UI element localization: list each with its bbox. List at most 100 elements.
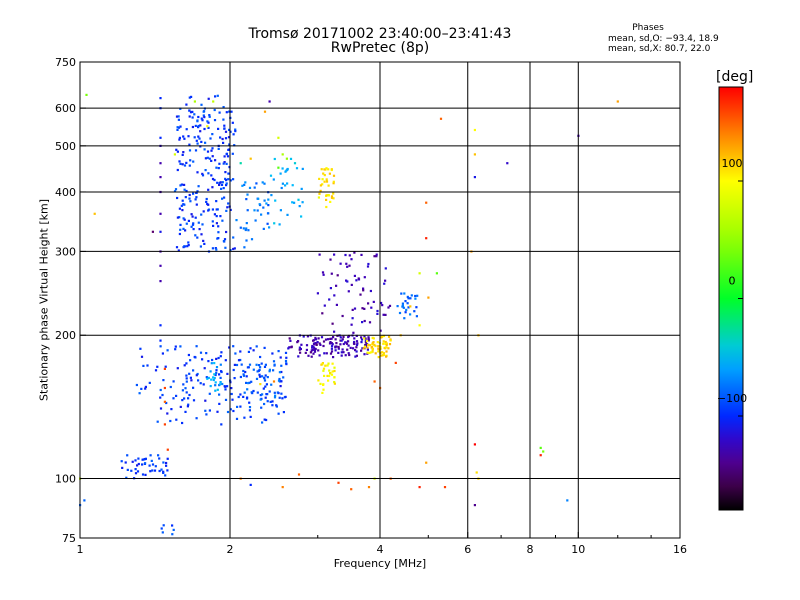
scatter-point [403,292,406,295]
scatter-point [340,354,343,357]
scatter-point [185,222,188,225]
scatter-point [249,415,252,418]
scatter-point [299,347,302,351]
scatter-point [159,97,162,100]
scatter-point [221,219,224,222]
scatter-point [218,402,221,405]
x-tick-label: 8 [527,543,534,556]
scatter-point [321,271,325,274]
scatter-point [322,369,325,372]
scatter-point [189,376,192,379]
scatter-point [144,457,147,460]
scatter-point [230,392,233,396]
scatter-point [388,304,392,307]
scatter-point [181,199,184,202]
scatter-point [415,315,418,318]
scatter-point [185,189,188,193]
scatter-point [346,265,349,268]
scatter-point [566,499,569,502]
scatter-point [329,287,332,290]
scatter-point [176,168,179,172]
scatter-point [342,342,345,346]
scatter-point [328,172,331,175]
scatter-point [225,182,228,185]
scatter-point [209,370,212,373]
scatter-point [223,238,227,241]
scatter-point [222,187,225,190]
scatter-point [333,366,336,369]
scatter-point [385,350,388,353]
scatter-point [369,289,372,293]
scatter-point [144,462,147,465]
scatter-point [173,153,176,156]
scatter-point [344,354,347,357]
scatter-point [159,388,162,392]
scatter-point [160,527,163,530]
scatter-point [253,209,256,212]
scatter-point [260,213,263,216]
scatter-point [375,255,378,258]
scatter-point [371,346,374,349]
scatter-point [223,155,226,158]
scatter-point [205,376,208,379]
scatter-point [300,187,303,190]
scatter-point [329,372,332,375]
scatter-point [237,359,241,362]
scatter-point [320,336,324,339]
scatter-point [219,376,222,379]
scatter-point [616,100,619,103]
scatter-point [361,347,364,350]
scatter-point [318,253,321,256]
scatter-point [327,168,330,171]
scatter-point [162,524,165,527]
scatter-point [179,125,182,128]
scatter-point [183,364,186,367]
scatter-point [249,347,252,350]
scatter-point [322,367,326,370]
scatter-point [285,356,288,359]
scatter-point [246,366,249,369]
scatter-point [179,107,182,110]
scatter-point [180,204,183,207]
scatter-point [265,383,268,386]
scatter-point [224,177,227,180]
scatter-point [194,149,198,152]
scatter-point [215,215,218,218]
scatter-point [371,347,374,351]
scatter-point [373,380,376,383]
scatter-point [159,339,162,342]
scatter-point [201,223,204,226]
scatter-point [475,471,478,474]
scatter-point [203,367,206,370]
scatter-point [194,124,197,127]
scatter-point [209,385,212,388]
scatter-point [191,116,194,119]
scatter-point [273,222,276,225]
scatter-point [188,393,191,397]
scatter-point [207,126,210,129]
scatter-point [318,177,321,180]
scatter-point [211,155,214,158]
scatter-point [176,367,179,370]
scatter-point [425,237,428,240]
scatter-point [346,280,349,283]
scatter-point [333,330,336,333]
scatter-point [163,386,166,390]
scatter-point [321,178,324,181]
y-tick-label: 600 [55,102,76,115]
scatter-point [425,201,428,204]
scatter-point [268,368,271,371]
scatter-point [277,166,280,169]
scatter-point [196,142,199,145]
scatter-point [389,339,392,342]
scatter-point [214,159,217,162]
scatter-point [266,212,270,215]
scatter-point [193,100,196,103]
scatter-point [154,369,158,372]
scatter-point [125,476,128,479]
scatter-point [361,321,364,324]
scatter-point [363,307,366,310]
scatter-point [351,308,354,311]
scatter-point [217,147,220,150]
scatter-point [189,159,192,162]
